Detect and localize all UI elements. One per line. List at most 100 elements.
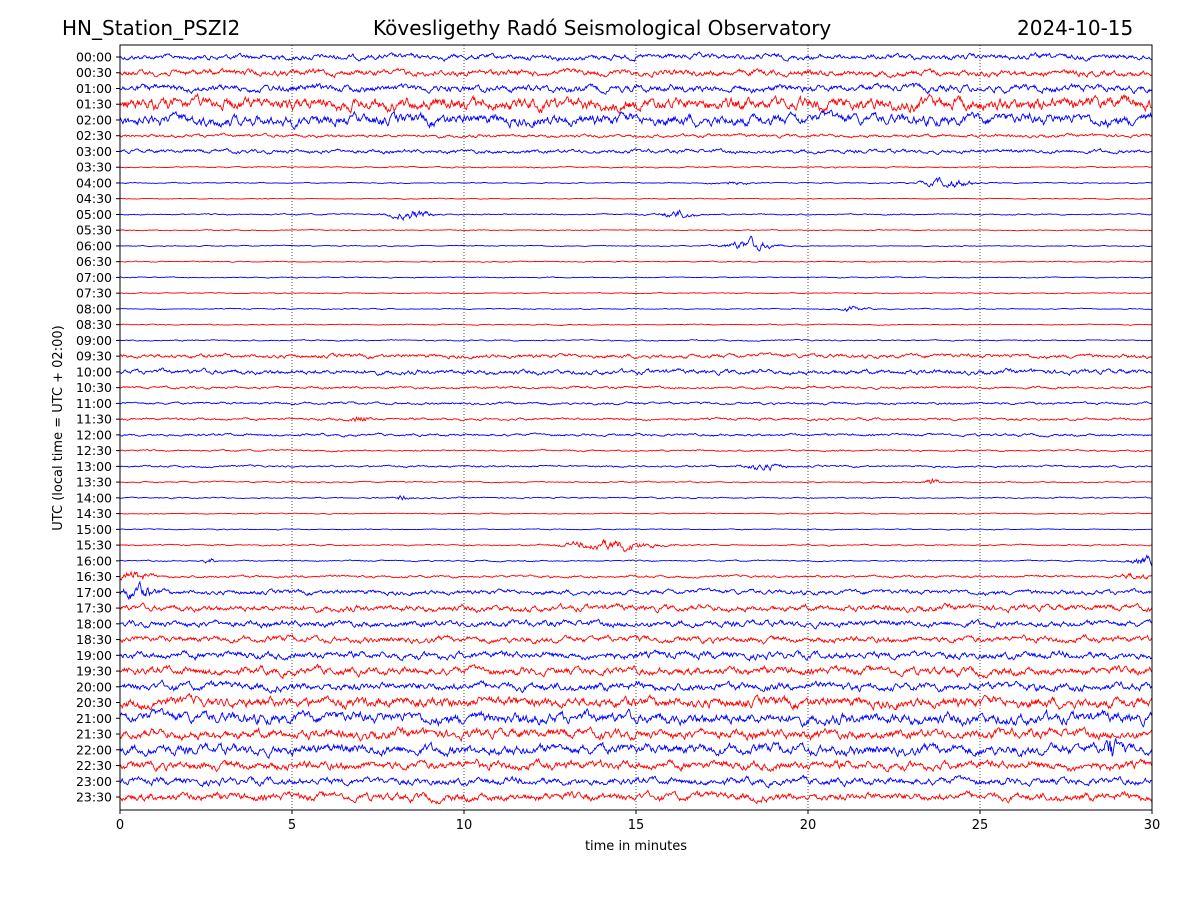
trace-2100 <box>119 707 1153 728</box>
trace-1930 <box>119 663 1153 680</box>
trace-2030 <box>119 692 1153 712</box>
trace-0100 <box>119 82 1153 95</box>
trace-1130 <box>119 415 1153 423</box>
y-tick-label: 18:30 <box>76 632 112 647</box>
y-tick-label: 06:00 <box>76 238 112 253</box>
trace-0300 <box>119 147 1153 156</box>
trace-1530 <box>119 538 1153 553</box>
trace-2200 <box>119 737 1153 760</box>
y-tick-label: 14:00 <box>76 490 112 505</box>
y-tick-label: 00:00 <box>76 50 112 65</box>
y-tick-label: 12:00 <box>76 427 112 442</box>
y-tick-label: 12:30 <box>76 443 112 458</box>
y-tick-label: 18:00 <box>76 616 112 631</box>
y-tick-label: 14:30 <box>76 506 112 521</box>
x-tick-label: 20 <box>800 818 817 833</box>
y-tick-label: 07:30 <box>76 286 112 301</box>
x-tick-label: 25 <box>972 818 989 833</box>
y-tick-label: 00:30 <box>76 65 112 80</box>
trace-1300 <box>119 463 1153 472</box>
y-tick-label: 06:30 <box>76 254 112 269</box>
trace-1800 <box>119 618 1153 630</box>
trace-1700 <box>119 580 1153 601</box>
x-tick-label: 5 <box>288 818 296 833</box>
y-tick-label: 20:00 <box>76 679 112 694</box>
y-tick-label: 21:30 <box>76 727 112 742</box>
x-tick-label: 15 <box>628 818 645 833</box>
trace-0700 <box>119 276 1153 279</box>
y-tick-label: 03:00 <box>76 144 112 159</box>
y-tick-label: 16:00 <box>76 553 112 568</box>
trace-1200 <box>119 432 1153 438</box>
trace-0800 <box>119 305 1153 313</box>
y-tick-label: 20:30 <box>76 695 112 710</box>
y-tick-label: 13:30 <box>76 475 112 490</box>
trace-0730 <box>119 291 1153 295</box>
observatory-title: Kövesligethy Radó Seismological Observat… <box>373 16 832 40</box>
y-tick-label: 08:30 <box>76 317 112 332</box>
trace-1000 <box>119 367 1153 377</box>
y-tick-label: 05:30 <box>76 223 112 238</box>
trace-0400 <box>119 176 1153 188</box>
trace-0500 <box>120 209 1153 222</box>
y-tick-label: 01:00 <box>76 81 112 96</box>
trace-2300 <box>119 774 1153 789</box>
y-tick-label: 22:30 <box>76 758 112 773</box>
y-tick-label: 19:30 <box>76 664 112 679</box>
trace-1230 <box>119 448 1153 453</box>
trace-1030 <box>120 385 1153 391</box>
y-tick-label: 17:30 <box>76 601 112 616</box>
station-name: HN_Station_PSZI2 <box>62 16 241 40</box>
y-tick-label: 04:30 <box>76 191 112 206</box>
y-tick-label: 17:00 <box>76 585 112 600</box>
y-tick-label: 01:30 <box>76 97 112 112</box>
trace-0330 <box>119 165 1153 169</box>
y-tick-label: 09:00 <box>76 333 112 348</box>
x-tick-label: 0 <box>116 818 124 833</box>
trace-0130 <box>119 92 1153 115</box>
y-tick-label: 04:00 <box>76 175 112 190</box>
trace-1630 <box>119 570 1153 581</box>
trace-1830 <box>119 633 1153 645</box>
trace-2000 <box>119 679 1153 694</box>
y-tick-label: 11:30 <box>76 412 112 427</box>
x-tick-label: 10 <box>456 818 473 833</box>
trace-0900 <box>119 338 1153 342</box>
y-axis-label: UTC (local time = UTC + 02:00) <box>51 325 66 530</box>
y-tick-label: 10:00 <box>76 364 112 379</box>
y-tick-label: 10:30 <box>76 380 112 395</box>
trace-1430 <box>120 512 1153 515</box>
trace-0600 <box>119 235 1152 252</box>
trace-2230 <box>119 757 1153 773</box>
y-tick-label: 15:30 <box>76 538 112 553</box>
trace-1600 <box>119 554 1153 567</box>
x-tick-label: 30 <box>1144 818 1161 833</box>
trace-0230 <box>119 132 1152 139</box>
y-tick-label: 11:00 <box>76 396 112 411</box>
y-tick-label: 15:00 <box>76 522 112 537</box>
y-tick-label: 07:00 <box>76 270 112 285</box>
y-tick-label: 02:30 <box>76 128 112 143</box>
trace-0430 <box>119 197 1153 200</box>
y-tick-label: 09:30 <box>76 349 112 364</box>
trace-0630 <box>119 260 1153 263</box>
trace-0530 <box>120 228 1153 232</box>
y-tick-label: 21:00 <box>76 711 112 726</box>
trace-1100 <box>119 401 1153 406</box>
y-tick-label: 02:00 <box>76 112 112 127</box>
trace-1500 <box>119 528 1152 531</box>
trace-1330 <box>119 477 1153 484</box>
trace-0830 <box>119 323 1153 326</box>
y-tick-label: 13:00 <box>76 459 112 474</box>
x-axis-label: time in minutes <box>585 839 687 854</box>
y-tick-label: 08:00 <box>76 301 112 316</box>
trace-1730 <box>119 602 1153 614</box>
y-tick-label: 16:30 <box>76 569 112 584</box>
trace-0000 <box>119 51 1153 63</box>
trace-0930 <box>119 352 1153 360</box>
trace-0030 <box>119 67 1153 79</box>
y-tick-label: 19:00 <box>76 648 112 663</box>
trace-1400 <box>119 494 1153 501</box>
